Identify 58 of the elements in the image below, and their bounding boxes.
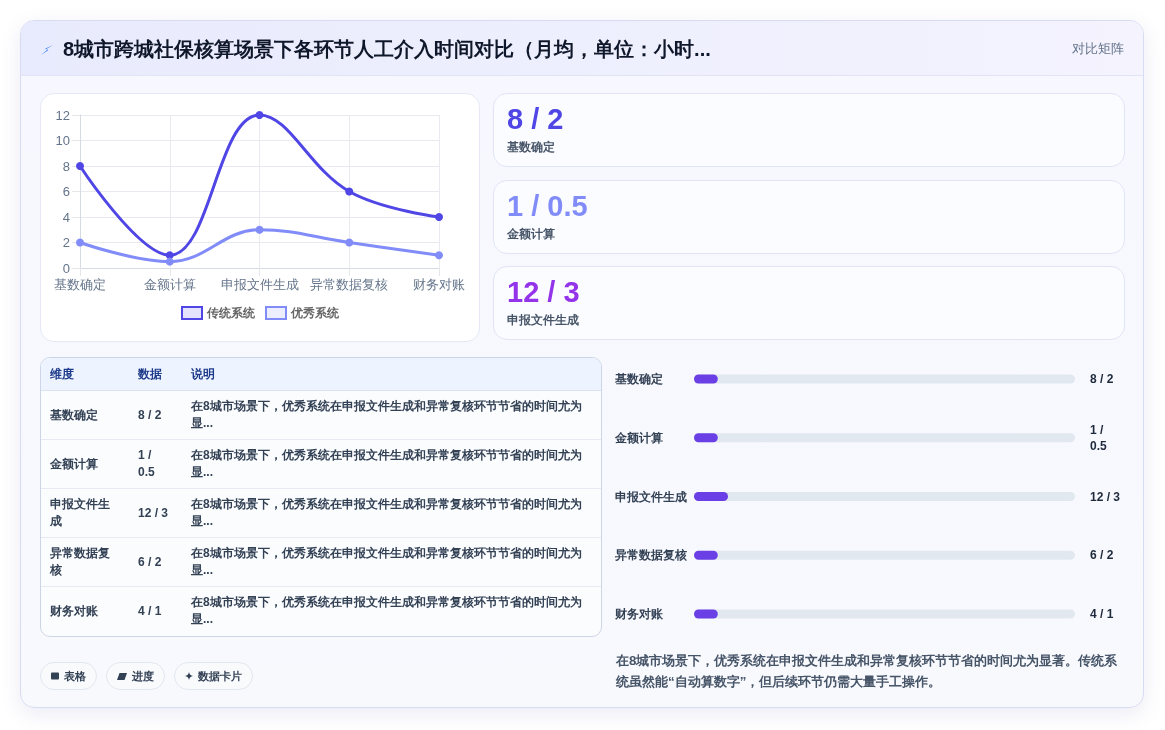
point: [435, 251, 443, 260]
text: 12 / 3: [138, 505, 169, 520]
y-tick-label: 申报文件生成: [615, 489, 687, 504]
y-tick-label: 8: [62, 158, 70, 174]
x-tick-label: 申报文件生成: [220, 277, 299, 292]
text: 在8城市场景下，优秀系统在申报文件生成和异常复核环节节省的时间尤为显著。传统系统虽然能“自动算数字”，但后续环节仍需大量手工操作。: [616, 652, 1119, 691]
text: 在8城市场景下，优秀系统在申报文件生成和异常复核环节节省的时间尤为显...: [190, 594, 583, 628]
text: 数据卡片: [198, 668, 242, 684]
y-tick-label: 12: [55, 107, 70, 123]
y-tick-label: 基数确定: [614, 371, 663, 386]
text: 12 / 3: [507, 276, 580, 308]
point: [165, 251, 174, 260]
x-tick-label: 财务对账: [413, 277, 465, 292]
point: [76, 162, 84, 170]
text: 8 / 2: [138, 407, 162, 422]
y-tick-label: 10: [55, 133, 70, 148]
legend-label: 传统系统: [206, 306, 256, 320]
y-tick-label: 2: [62, 235, 70, 250]
text: 在8城市场景下，优秀系统在申报文件生成和异常复核环节节省的时间尤为显...: [182, 488, 601, 538]
point: [435, 213, 443, 221]
text: 在8城市场景下，优秀系统在申报文件生成和异常复核环节节省的时间尤为显...: [182, 537, 601, 587]
y-tick-label: 4: [62, 209, 70, 225]
legend-label: 优秀系统: [290, 306, 340, 320]
text: 4 / 1: [138, 603, 162, 618]
point: [76, 238, 84, 247]
chart-title: 8城市跨城社保核算场景下各环节人工介入时间对比（月均，单位：小时...: [63, 37, 711, 62]
text: 对比矩阵: [1072, 40, 1124, 58]
category-label: 金额计算: [507, 225, 555, 242]
text: 维度: [41, 358, 129, 391]
y-tick-label: 异常数据复核: [614, 548, 687, 563]
text: 1 / 0.5: [507, 189, 588, 222]
text: 1 / 0.5: [1090, 422, 1108, 453]
y-tick-label: 6: [62, 184, 70, 199]
text: 说明: [182, 358, 601, 391]
category-label: 基数确定: [507, 139, 555, 155]
point: [165, 257, 174, 266]
text: 表格: [64, 668, 86, 684]
point: [345, 187, 354, 196]
y-tick-label: 0: [62, 260, 70, 276]
text: 8 / 2: [507, 103, 564, 135]
text: 12 / 3: [1090, 489, 1121, 504]
point: [255, 111, 264, 119]
text: 在8城市场景下，优秀系统在申报文件生成和异常复核环节节省的时间尤为显...: [182, 439, 601, 489]
category-label: 申报文件生成: [507, 312, 579, 328]
x-tick-label: 金额计算: [143, 277, 196, 292]
text: 8 / 2: [1090, 371, 1114, 386]
x-tick-label: 异常数据复核: [310, 277, 389, 292]
y-tick-label: 财务对账: [614, 607, 664, 622]
text: 4 / 1: [1090, 607, 1114, 622]
y-tick-label: 金额计算: [614, 430, 663, 445]
text: 6 / 2: [138, 554, 162, 569]
text: 1 / 0.5: [138, 448, 155, 479]
point: [255, 225, 264, 234]
text: 在8城市场景下，优秀系统在申报文件生成和异常复核环节节省的时间尤为显...: [182, 390, 601, 440]
text: 进度: [132, 668, 154, 684]
text: 6 / 2: [1090, 548, 1114, 563]
point: [345, 238, 354, 247]
text: 数据: [129, 358, 182, 391]
